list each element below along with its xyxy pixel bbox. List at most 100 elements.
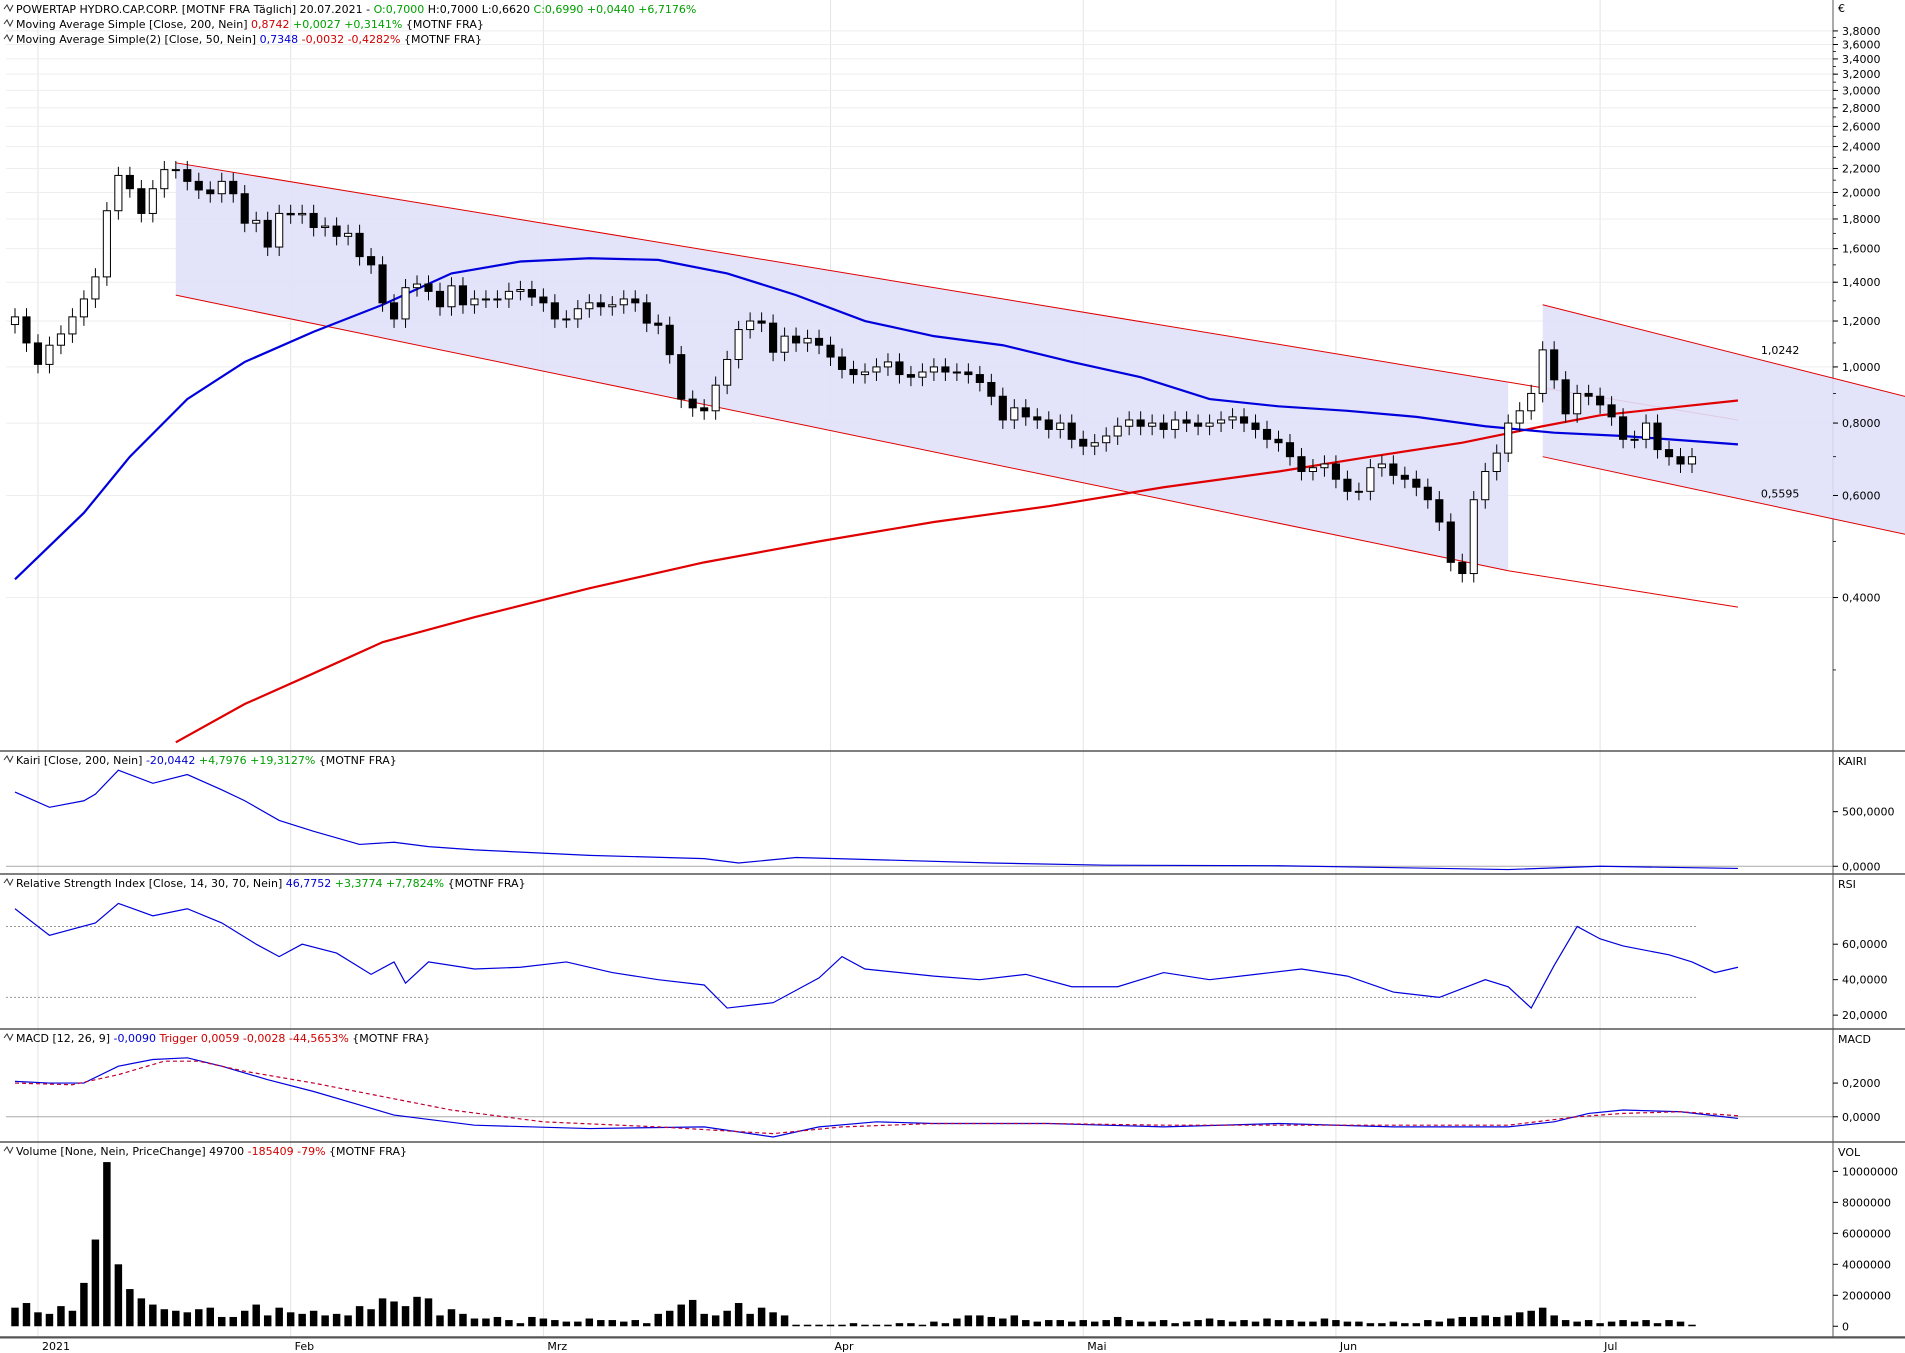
- volume-bar: [275, 1307, 283, 1327]
- volume-bar: [1435, 1321, 1444, 1327]
- candle-body: [1435, 499, 1444, 523]
- candle-body: [860, 371, 870, 376]
- candle-body: [1653, 422, 1662, 451]
- volume-bar: [1274, 1320, 1283, 1327]
- candle-body: [837, 356, 847, 370]
- candle-body: [504, 290, 513, 300]
- volume-bar: [1378, 1323, 1386, 1327]
- channel-label: 0,5595: [1761, 487, 1800, 500]
- candle-body: [321, 225, 330, 229]
- legend-wave-icon: [3, 1146, 14, 1155]
- volume-bar: [1263, 1318, 1271, 1327]
- volume-bar: [45, 1313, 54, 1327]
- volume-bar: [57, 1306, 65, 1327]
- channel-lower-1: [1542, 456, 1905, 535]
- rsi-axis-title: RSI: [1838, 878, 1856, 891]
- volume-bar: [263, 1315, 272, 1327]
- candle-body: [539, 296, 548, 304]
- candle-body: [194, 180, 203, 191]
- price-legend-0: POWERTAP HYDRO.CAP.CORP. [MOTNF FRA Tägl…: [16, 3, 696, 16]
- candle-body: [1573, 392, 1582, 415]
- volume-bar: [355, 1306, 364, 1327]
- candle-body: [941, 366, 950, 373]
- volume-bar: [631, 1320, 639, 1327]
- volume-bar: [1538, 1307, 1547, 1327]
- volume-bar: [80, 1282, 88, 1327]
- candle-body: [458, 285, 468, 306]
- price-tick-label: 3,4000: [1842, 53, 1881, 66]
- candle-body: [1561, 379, 1570, 415]
- volume-bar: [1355, 1321, 1363, 1327]
- channel-label: 1,0242: [1761, 344, 1800, 357]
- volume-bar: [1045, 1320, 1053, 1327]
- volume-bar: [1481, 1315, 1489, 1327]
- volume-bar: [803, 1324, 812, 1327]
- candle-body: [1596, 395, 1605, 406]
- candle-body: [344, 232, 353, 237]
- candle-body: [929, 366, 938, 373]
- volume-bar: [700, 1313, 708, 1327]
- candle-body: [1354, 490, 1363, 493]
- volume-tick-label: 8000000: [1842, 1196, 1891, 1209]
- candle-body: [1239, 416, 1249, 424]
- volume-bar: [1401, 1323, 1409, 1327]
- volume-bar: [688, 1299, 697, 1327]
- volume-bar: [941, 1323, 950, 1327]
- candle-body: [1021, 407, 1030, 418]
- rsi-tick-label: 40,0000: [1842, 974, 1888, 987]
- volume-bar: [470, 1318, 479, 1327]
- volume-bar: [149, 1304, 157, 1327]
- candle-body: [608, 304, 617, 308]
- x-tick-label-mrz: Mrz: [547, 1340, 567, 1353]
- volume-bar: [918, 1324, 927, 1327]
- volume-bar: [252, 1304, 260, 1327]
- volume-bar: [999, 1318, 1007, 1327]
- price-tick-label: 2,4000: [1842, 141, 1881, 154]
- candle-body: [481, 298, 490, 301]
- volume-bar: [1159, 1320, 1168, 1327]
- volume-tick-label: 2000000: [1842, 1289, 1891, 1302]
- volume-bar: [964, 1315, 973, 1327]
- volume-bar: [137, 1298, 146, 1327]
- price-tick-label: 3,8000: [1842, 25, 1881, 38]
- price-tick-label: 2,6000: [1842, 120, 1881, 133]
- candle-body: [68, 316, 77, 335]
- volume-bar: [1573, 1321, 1581, 1327]
- kairi-series-0: [14, 769, 1738, 871]
- candle-body: [998, 395, 1007, 421]
- candle-body: [1664, 449, 1674, 458]
- candle-body: [849, 368, 858, 376]
- price-tick-label: 1,0000: [1842, 361, 1881, 374]
- chart-plot: 1,0242 0,5595: [10, 160, 1905, 1327]
- volume-bar: [1653, 1323, 1662, 1327]
- candle-body: [975, 374, 984, 383]
- volume-bar: [849, 1323, 858, 1327]
- chart-legends: POWERTAP HYDRO.CAP.CORP. [MOTNF FRA Tägl…: [3, 3, 696, 1158]
- volume-tick-label: 4000000: [1842, 1258, 1891, 1271]
- candle-body: [642, 302, 651, 324]
- volume-bar: [1515, 1312, 1524, 1327]
- volume-bar: [1022, 1320, 1030, 1327]
- candle-body: [447, 285, 456, 308]
- macd-tick-label: 0,2000: [1842, 1077, 1881, 1090]
- volume-bar: [1136, 1321, 1145, 1327]
- volume-bar: [1125, 1320, 1133, 1327]
- candle-body: [22, 316, 31, 344]
- legend-wave-icon: [3, 755, 14, 764]
- volume-bar: [172, 1310, 180, 1327]
- currency-label: €: [1838, 2, 1845, 15]
- candle-body: [1205, 422, 1214, 427]
- volume-bar: [1492, 1316, 1501, 1327]
- legend-wave-icon: [3, 34, 14, 43]
- candle-body: [412, 283, 422, 289]
- candle-body: [1090, 442, 1099, 447]
- volume-bar: [654, 1313, 662, 1327]
- candle-body: [148, 188, 157, 214]
- volume-bar: [1527, 1310, 1535, 1327]
- volume-bar: [976, 1315, 984, 1327]
- volume-bar: [459, 1313, 467, 1327]
- candle-body: [240, 193, 249, 224]
- volume-bar: [1366, 1323, 1375, 1327]
- candle-body: [677, 354, 686, 400]
